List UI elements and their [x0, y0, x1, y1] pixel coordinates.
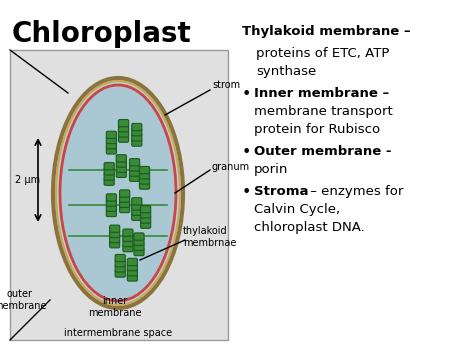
- FancyBboxPatch shape: [128, 269, 137, 276]
- FancyBboxPatch shape: [123, 245, 133, 252]
- FancyBboxPatch shape: [129, 169, 140, 176]
- FancyBboxPatch shape: [106, 194, 117, 201]
- FancyBboxPatch shape: [128, 263, 137, 271]
- Text: protein for Rubisco: protein for Rubisco: [254, 123, 380, 136]
- Text: Thylakoid membrane –: Thylakoid membrane –: [242, 25, 410, 38]
- Text: – enzymes for: – enzymes for: [306, 185, 403, 198]
- FancyBboxPatch shape: [132, 124, 142, 131]
- FancyBboxPatch shape: [104, 163, 114, 170]
- FancyBboxPatch shape: [115, 260, 125, 267]
- FancyBboxPatch shape: [116, 170, 127, 178]
- FancyBboxPatch shape: [115, 265, 125, 272]
- FancyBboxPatch shape: [109, 225, 120, 232]
- Text: membrane transport: membrane transport: [254, 105, 393, 118]
- FancyBboxPatch shape: [119, 200, 130, 207]
- Text: chloroplast DNA.: chloroplast DNA.: [254, 221, 365, 234]
- Text: inner
membrane: inner membrane: [88, 296, 142, 318]
- FancyBboxPatch shape: [106, 209, 117, 217]
- Text: porin: porin: [254, 163, 288, 176]
- Text: •: •: [242, 145, 251, 160]
- FancyBboxPatch shape: [118, 125, 128, 132]
- FancyBboxPatch shape: [132, 208, 142, 215]
- FancyBboxPatch shape: [123, 239, 133, 247]
- FancyBboxPatch shape: [132, 198, 142, 205]
- FancyBboxPatch shape: [118, 130, 128, 137]
- FancyBboxPatch shape: [141, 211, 151, 218]
- Text: strom: strom: [212, 80, 240, 90]
- Bar: [10, 50, 228, 340]
- Text: intermembrane space: intermembrane space: [64, 328, 172, 338]
- FancyBboxPatch shape: [109, 241, 120, 248]
- FancyBboxPatch shape: [132, 203, 142, 210]
- FancyBboxPatch shape: [141, 206, 151, 213]
- FancyBboxPatch shape: [115, 270, 125, 277]
- Text: granum: granum: [212, 162, 250, 172]
- Text: Inner membrane –: Inner membrane –: [254, 87, 389, 100]
- FancyBboxPatch shape: [106, 136, 117, 144]
- Text: synthase: synthase: [256, 65, 316, 78]
- FancyBboxPatch shape: [104, 173, 114, 180]
- FancyBboxPatch shape: [106, 131, 117, 138]
- Text: Calvin Cycle,: Calvin Cycle,: [254, 203, 340, 216]
- FancyBboxPatch shape: [132, 139, 142, 146]
- FancyBboxPatch shape: [104, 168, 114, 175]
- FancyBboxPatch shape: [106, 199, 117, 206]
- FancyBboxPatch shape: [123, 234, 133, 241]
- Text: Chloroplast: Chloroplast: [12, 20, 192, 48]
- FancyBboxPatch shape: [109, 235, 120, 243]
- FancyBboxPatch shape: [139, 171, 150, 179]
- Text: outer
membrane: outer membrane: [0, 289, 47, 311]
- Ellipse shape: [60, 85, 176, 301]
- FancyBboxPatch shape: [115, 255, 125, 262]
- FancyBboxPatch shape: [129, 174, 140, 181]
- FancyBboxPatch shape: [123, 229, 133, 236]
- FancyBboxPatch shape: [134, 233, 144, 240]
- FancyBboxPatch shape: [109, 230, 120, 237]
- FancyBboxPatch shape: [128, 274, 137, 281]
- FancyBboxPatch shape: [104, 178, 114, 185]
- FancyBboxPatch shape: [129, 159, 140, 166]
- FancyBboxPatch shape: [119, 195, 130, 202]
- Text: •: •: [242, 185, 251, 200]
- FancyBboxPatch shape: [139, 182, 150, 189]
- FancyBboxPatch shape: [132, 213, 142, 220]
- FancyBboxPatch shape: [106, 147, 117, 154]
- Ellipse shape: [53, 78, 183, 308]
- FancyBboxPatch shape: [134, 243, 144, 251]
- Text: Outer membrane -: Outer membrane -: [254, 145, 392, 158]
- FancyBboxPatch shape: [139, 177, 150, 184]
- FancyBboxPatch shape: [139, 166, 150, 174]
- FancyBboxPatch shape: [128, 258, 137, 266]
- FancyBboxPatch shape: [141, 221, 151, 228]
- Text: proteins of ETC, ATP: proteins of ETC, ATP: [256, 47, 389, 60]
- FancyBboxPatch shape: [116, 155, 127, 162]
- FancyBboxPatch shape: [134, 248, 144, 256]
- FancyBboxPatch shape: [119, 206, 130, 213]
- FancyBboxPatch shape: [141, 216, 151, 223]
- FancyBboxPatch shape: [134, 238, 144, 245]
- FancyBboxPatch shape: [132, 129, 142, 136]
- FancyBboxPatch shape: [116, 165, 127, 172]
- FancyBboxPatch shape: [132, 134, 142, 141]
- FancyBboxPatch shape: [106, 204, 117, 212]
- Text: •: •: [242, 87, 251, 102]
- FancyBboxPatch shape: [106, 142, 117, 149]
- FancyBboxPatch shape: [116, 160, 127, 167]
- FancyBboxPatch shape: [129, 164, 140, 171]
- Text: thylakoid
membrnae: thylakoid membrnae: [183, 226, 237, 248]
- FancyBboxPatch shape: [118, 120, 128, 127]
- Text: Stroma: Stroma: [254, 185, 309, 198]
- FancyBboxPatch shape: [119, 190, 130, 197]
- Text: 2 μm: 2 μm: [16, 175, 41, 185]
- FancyBboxPatch shape: [118, 135, 128, 142]
